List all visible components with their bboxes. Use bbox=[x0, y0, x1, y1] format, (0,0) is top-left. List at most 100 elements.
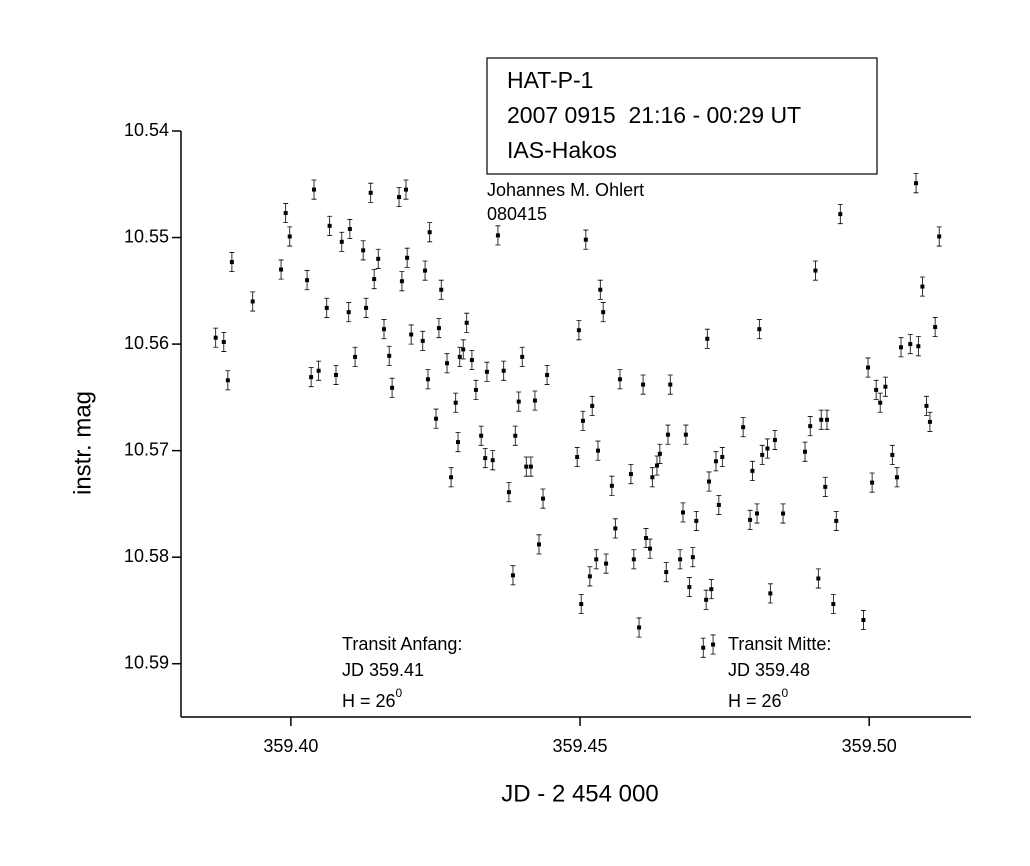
point bbox=[701, 645, 706, 650]
annotation-h-text: H = 26 bbox=[342, 691, 396, 711]
point bbox=[409, 332, 414, 337]
point bbox=[387, 353, 392, 358]
point bbox=[861, 618, 866, 623]
y-tick-label: 10.56 bbox=[124, 333, 169, 353]
point bbox=[878, 400, 883, 405]
point bbox=[637, 625, 642, 630]
point bbox=[899, 345, 904, 350]
point bbox=[750, 468, 755, 473]
point bbox=[816, 576, 821, 581]
point bbox=[473, 387, 478, 392]
point bbox=[687, 585, 692, 590]
point bbox=[221, 339, 226, 344]
point bbox=[469, 358, 474, 363]
point bbox=[213, 335, 218, 340]
point bbox=[309, 375, 314, 380]
point bbox=[583, 237, 588, 242]
x-tick-label: 359.45 bbox=[553, 736, 608, 756]
point bbox=[870, 480, 875, 485]
point bbox=[772, 437, 777, 442]
point bbox=[495, 233, 500, 238]
point bbox=[920, 284, 925, 289]
point bbox=[808, 424, 813, 429]
point bbox=[707, 479, 712, 484]
point bbox=[760, 452, 765, 457]
point bbox=[709, 587, 714, 592]
point bbox=[575, 455, 580, 460]
point bbox=[916, 344, 921, 349]
author: Johannes M. Ohlert bbox=[487, 180, 644, 200]
point bbox=[279, 267, 284, 272]
point bbox=[376, 256, 381, 261]
annotation-superscript: 0 bbox=[396, 686, 403, 700]
title-line: 2007 0915 21:16 - 00:29 UT bbox=[507, 102, 801, 128]
point bbox=[353, 354, 358, 359]
point bbox=[631, 557, 636, 562]
point bbox=[694, 518, 699, 523]
point bbox=[381, 327, 386, 332]
point bbox=[609, 483, 614, 488]
point bbox=[520, 354, 525, 359]
point bbox=[813, 268, 818, 273]
point bbox=[436, 326, 441, 331]
point bbox=[457, 354, 462, 359]
point bbox=[513, 433, 518, 438]
point bbox=[664, 570, 669, 575]
annotation-line: JD 359.41 bbox=[342, 660, 424, 680]
point bbox=[464, 320, 469, 325]
point bbox=[324, 305, 329, 310]
point bbox=[479, 433, 484, 438]
point bbox=[803, 449, 808, 454]
point bbox=[461, 347, 466, 352]
point bbox=[587, 574, 592, 579]
point bbox=[327, 223, 332, 228]
y-tick-label: 10.55 bbox=[124, 226, 169, 246]
point bbox=[425, 377, 430, 382]
point bbox=[346, 310, 351, 315]
annotation-h-text: H = 26 bbox=[728, 691, 782, 711]
x-tick-label: 359.40 bbox=[263, 736, 318, 756]
point bbox=[665, 432, 670, 437]
point bbox=[445, 361, 450, 366]
point bbox=[755, 511, 760, 516]
point bbox=[683, 432, 688, 437]
point bbox=[668, 382, 673, 387]
point bbox=[434, 416, 439, 421]
annotation-line: Transit Anfang: bbox=[342, 634, 462, 654]
point bbox=[361, 248, 366, 253]
point bbox=[711, 642, 716, 647]
point bbox=[705, 336, 710, 341]
point bbox=[831, 602, 836, 607]
point bbox=[287, 234, 292, 239]
point bbox=[368, 190, 373, 195]
point bbox=[283, 211, 288, 216]
annotation-line: Transit Mitte: bbox=[728, 634, 831, 654]
point bbox=[250, 299, 255, 304]
point bbox=[595, 448, 600, 453]
point bbox=[579, 602, 584, 607]
point bbox=[229, 260, 234, 265]
point bbox=[937, 234, 942, 239]
point bbox=[420, 338, 425, 343]
annotation-superscript: 0 bbox=[782, 686, 789, 700]
point bbox=[390, 385, 395, 390]
point bbox=[456, 440, 461, 445]
point bbox=[748, 517, 753, 522]
point bbox=[516, 399, 521, 404]
point bbox=[657, 451, 662, 456]
annotation-line: JD 359.48 bbox=[728, 660, 810, 680]
point bbox=[316, 368, 321, 373]
point bbox=[643, 536, 648, 541]
point bbox=[883, 384, 888, 389]
point bbox=[536, 542, 541, 547]
title-line: HAT-P-1 bbox=[507, 67, 593, 93]
point bbox=[890, 452, 895, 457]
point bbox=[720, 455, 725, 460]
x-tick-label: 359.50 bbox=[842, 736, 897, 756]
point bbox=[339, 239, 344, 244]
point bbox=[613, 526, 618, 531]
point bbox=[484, 369, 489, 374]
point bbox=[312, 187, 317, 192]
point bbox=[524, 464, 529, 469]
y-tick-label: 10.58 bbox=[124, 546, 169, 566]
